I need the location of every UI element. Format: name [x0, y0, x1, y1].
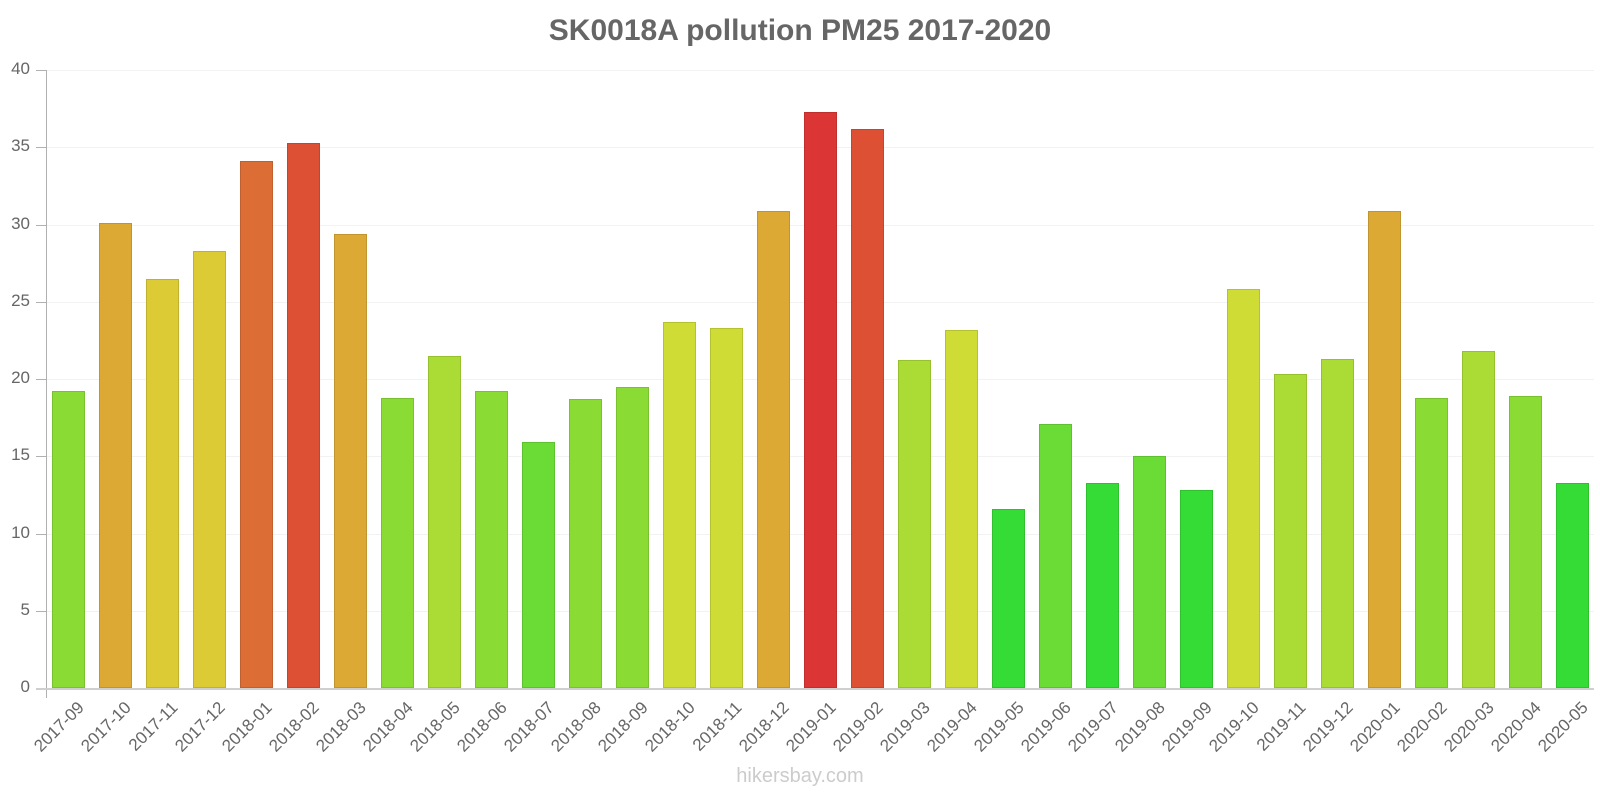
y-tick-mark	[36, 301, 46, 303]
x-tick-label: 2017-11	[125, 698, 182, 755]
bar-2020-01[interactable]	[1368, 210, 1401, 688]
x-tick-label: 2019-08	[1111, 698, 1169, 756]
bar-2019-06[interactable]	[1039, 423, 1072, 688]
bar-2020-05[interactable]	[1556, 482, 1589, 688]
bar-2020-04[interactable]	[1509, 395, 1542, 688]
bar-2018-04[interactable]	[381, 397, 414, 688]
x-axis	[36, 688, 1594, 690]
y-tick-mark	[36, 224, 46, 226]
x-tick-label: 2019-07	[1064, 698, 1122, 756]
y-tick-label: 0	[20, 677, 30, 696]
x-tick-label: 2019-06	[1017, 698, 1075, 756]
x-tick-label: 2018-09	[594, 698, 652, 756]
bar-2018-01[interactable]	[240, 161, 273, 688]
bar-2019-08[interactable]	[1133, 456, 1166, 688]
x-tick-label: 2018-08	[547, 698, 605, 756]
bar-2017-09[interactable]	[52, 391, 85, 688]
x-tick-label: 2018-01	[218, 698, 276, 756]
bar-2018-11[interactable]	[710, 328, 743, 688]
x-tick-label: 2020-05	[1534, 698, 1592, 756]
bar-2019-11[interactable]	[1274, 374, 1307, 688]
x-tick-label: 2019-12	[1299, 698, 1357, 756]
chart-title: SK0018A pollution PM25 2017-2020	[548, 14, 1052, 47]
bar-2019-02[interactable]	[851, 128, 884, 688]
y-tick-mark	[36, 147, 46, 149]
x-tick-label: 2017-09	[30, 698, 88, 756]
x-tick-label: 2020-03	[1440, 698, 1498, 756]
bar-2019-07[interactable]	[1086, 482, 1119, 688]
watermark: hikersbay.com	[736, 765, 864, 787]
x-tick-label: 2018-03	[312, 698, 370, 756]
x-tick-label: 2019-11	[1253, 698, 1310, 755]
y-tick-label: 40	[11, 59, 30, 78]
y-tick-label: 15	[11, 445, 30, 465]
bar-2019-05[interactable]	[992, 508, 1025, 688]
y-tick-label: 35	[11, 136, 30, 156]
y-tick-label: 5	[20, 599, 30, 619]
y-tick-mark	[36, 70, 46, 71]
x-tick-label: 2019-03	[876, 698, 934, 756]
y-tick-mark	[36, 456, 46, 458]
x-tick-label: 2018-07	[500, 698, 558, 756]
x-tick-label: 2017-12	[171, 698, 229, 756]
bar-2018-05[interactable]	[428, 355, 461, 688]
x-tick-label: 2018-04	[359, 698, 417, 756]
gridline	[46, 70, 1594, 71]
bar-2018-12[interactable]	[757, 210, 790, 688]
bar-2018-06[interactable]	[475, 391, 508, 688]
bar-2018-03[interactable]	[334, 233, 367, 688]
bar-2018-02[interactable]	[287, 142, 320, 688]
y-tick-label: 25	[11, 290, 30, 310]
y-tick-mark	[36, 610, 46, 612]
y-tick-label: 20	[11, 368, 30, 387]
y-axis	[46, 70, 47, 698]
x-tick-label: 2018-11	[689, 698, 746, 755]
x-tick-label: 2018-02	[265, 698, 323, 756]
bar-2018-09[interactable]	[616, 386, 649, 688]
bar-2019-03[interactable]	[898, 360, 931, 688]
bar-2019-09[interactable]	[1180, 490, 1213, 688]
bar-2017-11[interactable]	[146, 278, 179, 688]
x-tick-label: 2019-04	[923, 698, 981, 756]
bar-2017-12[interactable]	[193, 250, 226, 688]
bar-2018-07[interactable]	[522, 442, 555, 688]
y-tick-mark	[36, 533, 46, 535]
x-tick-label: 2018-12	[735, 698, 793, 756]
bar-2019-10[interactable]	[1227, 289, 1260, 688]
bar-2017-10[interactable]	[99, 222, 132, 688]
x-tick-label: 2018-05	[406, 698, 464, 756]
x-tick-label: 2018-10	[641, 698, 699, 756]
x-tick-label: 2019-09	[1158, 698, 1216, 756]
x-tick-label: 2019-10	[1205, 698, 1263, 756]
y-tick-label: 10	[11, 522, 30, 542]
y-tick-mark	[36, 379, 46, 380]
x-tick-label: 2017-10	[77, 698, 135, 756]
x-tick-label: 2020-04	[1487, 698, 1545, 756]
x-tick-label: 2018-06	[453, 698, 511, 756]
bar-2018-08[interactable]	[569, 399, 602, 688]
bar-2019-04[interactable]	[945, 329, 978, 688]
bar-2020-03[interactable]	[1462, 351, 1495, 688]
x-tick-label: 2019-02	[829, 698, 887, 756]
bar-2019-12[interactable]	[1321, 358, 1354, 688]
bar-2018-10[interactable]	[663, 321, 696, 688]
bar-2019-01[interactable]	[804, 111, 837, 688]
x-tick-label: 2020-02	[1393, 698, 1451, 756]
x-tick-label: 2020-01	[1346, 698, 1404, 756]
bar-2020-02[interactable]	[1415, 397, 1448, 688]
x-tick-label: 2019-05	[970, 698, 1028, 756]
y-tick-label: 30	[11, 213, 30, 233]
x-tick-label: 2019-01	[782, 698, 840, 756]
